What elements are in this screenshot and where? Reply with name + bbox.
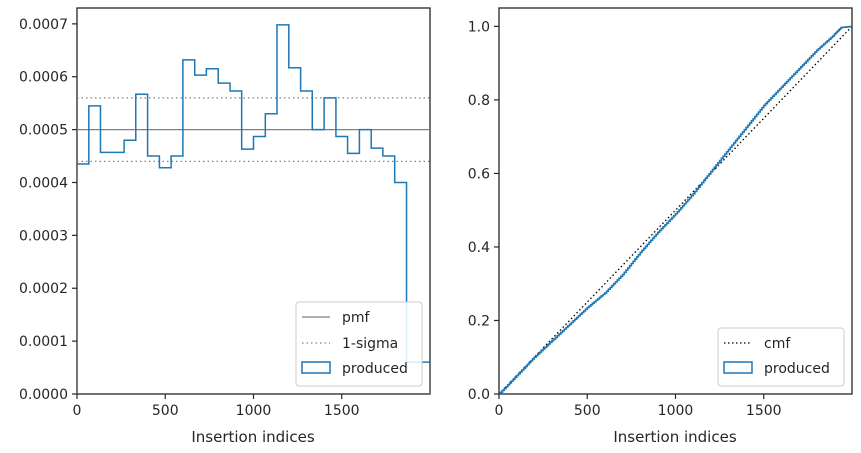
left-y-tick-label: 0.0007 — [19, 17, 68, 33]
right-y-tick-label: 0.0 — [468, 387, 490, 403]
left-x-tick-label: 1500 — [324, 403, 360, 419]
left-x-tick-label: 1000 — [236, 403, 272, 419]
left-x-tick-label: 500 — [152, 403, 179, 419]
right-y-tick-label: 0.6 — [468, 166, 490, 182]
right-legend: cmf produced — [717, 327, 845, 387]
left-y-tick-label: 0.0003 — [19, 228, 68, 244]
left-panel: Insertion indices 0 500 1000 1500 0.0000 0.00… — [19, 7, 431, 446]
series-cmf-line — [499, 25, 852, 394]
right-y-tick-label: 0.4 — [468, 240, 490, 256]
left-y-tick-label: 0.0004 — [19, 175, 68, 191]
right-x-tick-label: 0 — [495, 403, 504, 419]
left-plot-area — [77, 24, 430, 394]
legend-produced-label: produced — [342, 361, 408, 377]
right-y-tick-label: 1.0 — [468, 19, 490, 35]
series-produced-step — [77, 24, 430, 394]
right-y-tick-label: 0.8 — [468, 93, 490, 109]
right-x-tick-label: 500 — [574, 403, 601, 419]
legend-pmf-label: pmf — [342, 310, 371, 326]
left-y-tick-label: 0.0001 — [19, 334, 68, 350]
right-x-axis-label: Insertion indices — [613, 428, 736, 446]
legend-produced-swatch — [723, 361, 753, 374]
left-legend: pmf 1-sigma produced — [295, 301, 423, 387]
left-y-tick-label: 0.0002 — [19, 281, 68, 297]
left-x-tick-label: 0 — [73, 403, 82, 419]
left-x-axis-label: Insertion indices — [191, 428, 314, 446]
right-x-tick-label: 1500 — [746, 403, 782, 419]
right-plot-area — [499, 25, 852, 394]
right-x-tick-label: 1000 — [658, 403, 694, 419]
left-y-tick-label: 0.0006 — [19, 70, 68, 86]
right-y-tick-label: 0.2 — [468, 313, 490, 329]
legend-cmf-label: cmf — [764, 336, 791, 352]
legend-produced-swatch — [301, 361, 331, 374]
legend-1-sigma-label: 1-sigma — [342, 336, 398, 352]
left-y-tick-label: 0.0005 — [19, 123, 68, 139]
legend-produced-label: produced — [764, 361, 830, 377]
series-produced-cumulative — [499, 25, 852, 394]
right-panel: Insertion indices 0 500 1000 1500 0.0 0.2 0.4 0… — [468, 7, 853, 446]
left-y-tick-label: 0.0000 — [19, 387, 68, 403]
